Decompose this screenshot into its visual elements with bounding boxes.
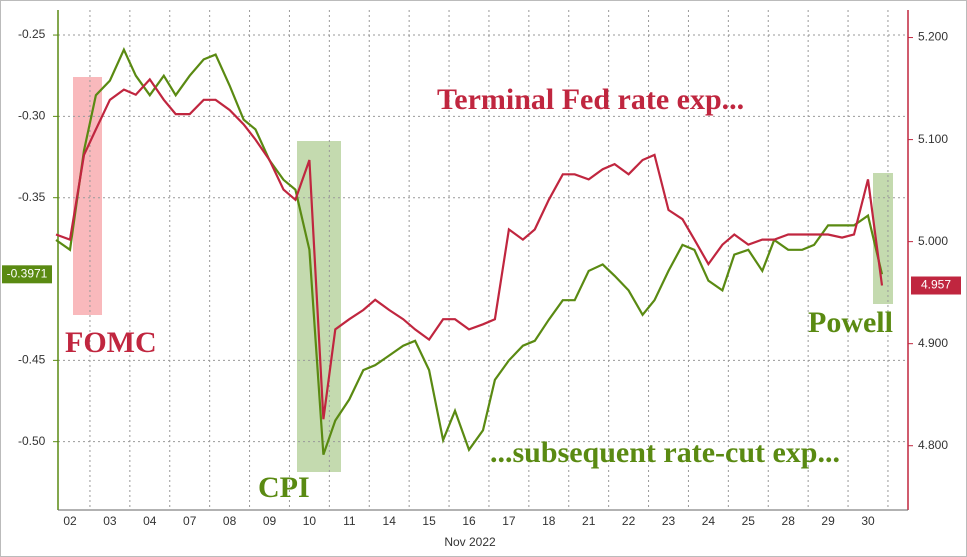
series-line [55, 47, 884, 456]
event-annotation: FOMC [65, 326, 157, 359]
y-tick-label: -0.45 [18, 353, 46, 367]
x-tick-label: 18 [542, 514, 556, 528]
x-tick-label: 25 [742, 514, 756, 528]
series-line [55, 77, 884, 420]
y2-tick-label: 4.900 [918, 336, 948, 350]
series-annotation: ...subsequent rate-cut exp... [490, 436, 840, 469]
x-tick-label: 10 [303, 514, 317, 528]
x-tick-label: 24 [702, 514, 716, 528]
x-tick-label: 04 [143, 514, 157, 528]
y-tick-label: -0.50 [18, 434, 46, 448]
x-tick-label: 11 [343, 514, 356, 528]
x-tick-label: 07 [183, 514, 197, 528]
x-tick-label: 17 [502, 514, 516, 528]
y2-tick-label: 4.800 [918, 438, 948, 452]
cpi-band [297, 141, 341, 472]
event-annotation: CPI [258, 471, 310, 504]
last-value-label: 4.957 [921, 278, 951, 292]
x-tick-label: 28 [782, 514, 796, 528]
x-tick-label: 14 [383, 514, 397, 528]
x-tick-label: 30 [861, 514, 875, 528]
series-annotation: Terminal Fed rate exp... [437, 83, 744, 116]
y-tick-label: -0.35 [18, 190, 46, 204]
last-value-box [2, 265, 52, 284]
x-tick-label: 16 [462, 514, 476, 528]
x-axis-label: Nov 2022 [444, 535, 496, 549]
last-value-label: -0.3971 [7, 266, 48, 280]
y2-tick-label: 5.100 [918, 132, 948, 146]
x-tick-label: 08 [223, 514, 237, 528]
x-tick-label: 09 [263, 514, 277, 528]
x-tick-label: 23 [662, 514, 676, 528]
x-tick-label: 22 [622, 514, 636, 528]
last-value-box [911, 276, 961, 295]
x-tick-label: 03 [103, 514, 117, 528]
x-tick-label: 02 [63, 514, 77, 528]
x-tick-label: 21 [582, 514, 596, 528]
event-annotation: Powell [808, 306, 893, 339]
x-tick-label: 29 [821, 514, 835, 528]
y2-tick-label: 5.200 [918, 30, 948, 44]
y2-tick-label: 5.000 [918, 234, 948, 248]
y-tick-label: -0.30 [18, 109, 46, 123]
y-tick-label: -0.25 [18, 27, 46, 41]
x-tick-label: 15 [422, 514, 436, 528]
